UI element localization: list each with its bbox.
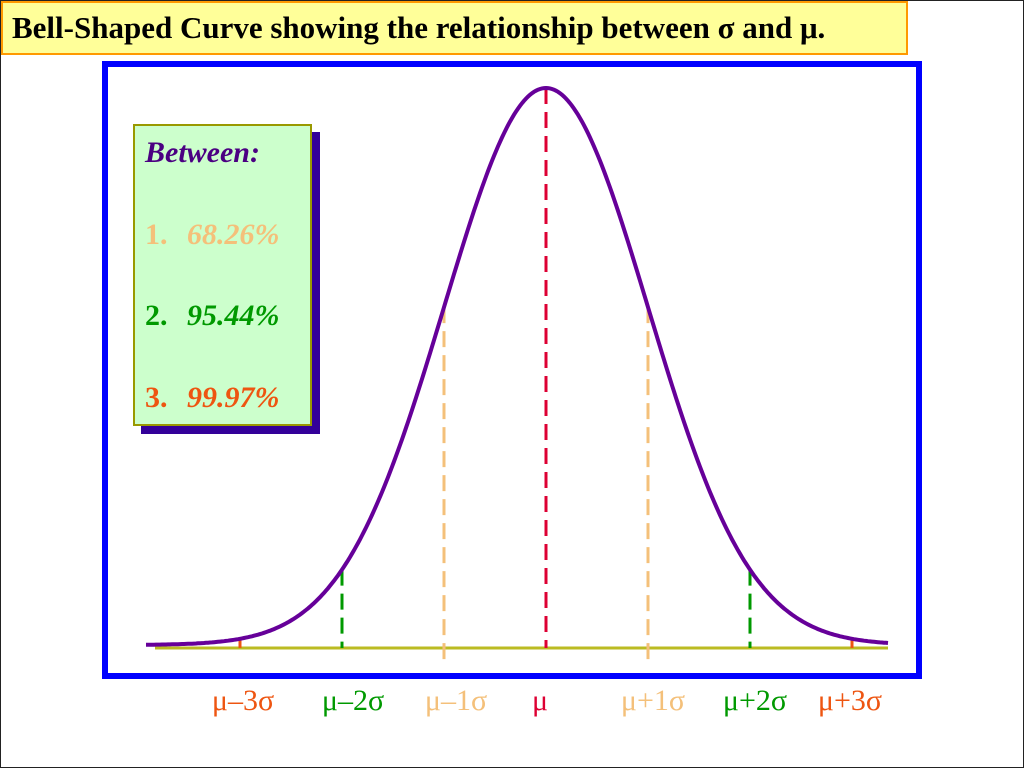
legend-item-number: 1.: [145, 218, 168, 251]
legend-item-number: 2.: [145, 299, 168, 332]
axis-label-mu-minus-3-sigma: μ–3σ: [211, 684, 275, 717]
legend-item-2: 2. 95.44%: [145, 299, 280, 333]
slide-title: Bell-Shaped Curve showing the relationsh…: [1, 1, 908, 55]
legend-item-value: 99.97%: [187, 381, 280, 414]
legend-item-3: 3. 99.97%: [145, 381, 280, 415]
legend-item-number: 3.: [145, 381, 168, 414]
legend-item-value: 95.44%: [187, 299, 280, 332]
bell-curve: [146, 85, 889, 647]
axis-label-mu-plus-1-sigma: μ+1σ: [620, 684, 686, 717]
legend-item-value: 68.26%: [187, 218, 280, 251]
axis-label-mu-minus-1-sigma: μ–1σ: [424, 684, 488, 717]
legend-box: Between: 1. 68.26% 2. 95.44% 3. 99.97%: [133, 124, 312, 426]
axis-label-mu: μ: [531, 684, 549, 717]
legend-heading: Between:: [145, 136, 260, 169]
legend-item-1: 1. 68.26%: [145, 218, 280, 252]
slide-title-text: Bell-Shaped Curve showing the relationsh…: [12, 10, 826, 45]
axis-label-mu-plus-2-sigma: μ+2σ: [722, 684, 788, 717]
axis-label-mu-minus-2-sigma: μ–2σ: [321, 684, 385, 717]
axis-label-mu-plus-3-sigma: μ+3σ: [817, 684, 883, 717]
